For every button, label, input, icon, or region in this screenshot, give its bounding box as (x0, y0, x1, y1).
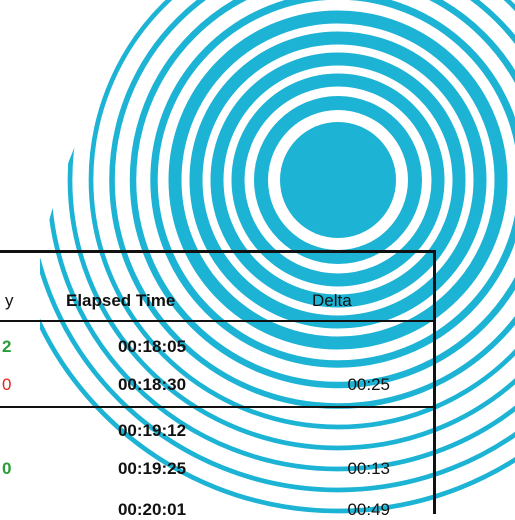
target-ring (210, 52, 466, 308)
target-ring (231, 73, 445, 287)
header-divider (0, 320, 436, 322)
background-area (0, 0, 150, 514)
row5-elapsed: 00:20:01 (117, 500, 187, 519)
target-ring (129, 0, 515, 389)
row1-elapsed: 00:18:05 (117, 337, 187, 356)
group-divider (0, 406, 436, 408)
target-ring (150, 0, 515, 368)
target-ring (67, 0, 515, 451)
row2-left-value: 0 (2, 375, 12, 394)
row2-elapsed: 00:18:30 (117, 375, 187, 394)
row4-left-value: 0 (2, 459, 12, 478)
table-right-border (433, 250, 436, 514)
target-ring (189, 31, 487, 329)
target-ring (88, 0, 515, 430)
target-ring (168, 10, 508, 350)
column-header-delta: Delta (312, 291, 352, 310)
row5-delta: 00:49 (347, 500, 390, 519)
row4-elapsed: 00:19:25 (117, 459, 187, 478)
row3-elapsed: 00:19:12 (117, 421, 187, 440)
row4-delta: 00:13 (347, 459, 390, 478)
column-header-elapsed-time: Elapsed Time (66, 291, 176, 310)
row1-left-value: 2 (2, 337, 12, 356)
table-top-border (0, 250, 436, 253)
target-bullseye (280, 122, 396, 238)
row2-delta: 00:25 (347, 375, 390, 394)
column-header-partial: y (5, 291, 14, 310)
